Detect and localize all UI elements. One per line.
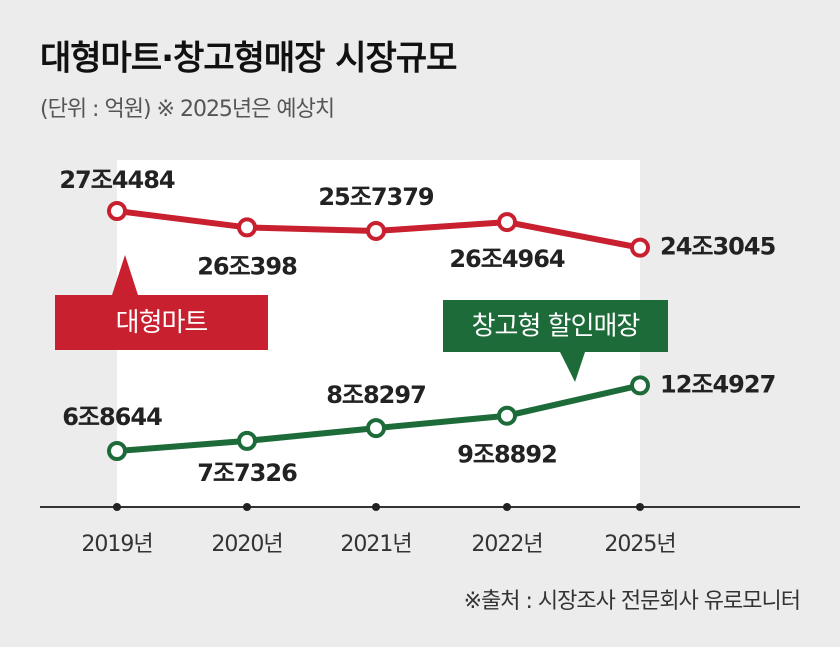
x-tick-label: 2020년 — [211, 532, 282, 557]
marker — [237, 430, 257, 451]
data-label: 8조8297 — [326, 381, 426, 409]
legend-pointer — [112, 255, 138, 295]
legend-label: 대형마트 — [116, 308, 208, 338]
marker — [366, 220, 386, 241]
x-tick — [113, 503, 121, 511]
source-note: ※출처 : 시장조사 전문회사 유로모니터 — [464, 589, 800, 614]
x-tick-label: 2021년 — [340, 532, 411, 557]
chart-title: 대형마트·창고형매장 시장규모 — [40, 39, 457, 79]
x-tick — [372, 503, 380, 511]
marker — [630, 237, 650, 258]
data-label: 26조398 — [197, 252, 297, 280]
data-label: 26조4964 — [449, 245, 565, 273]
legend-box — [55, 295, 268, 350]
x-tick-label: 2022년 — [471, 532, 542, 557]
marker — [107, 201, 127, 221]
marker — [366, 418, 386, 439]
chart-subtitle: (단위 : 억원) ※ 2025년은 예상치 — [40, 97, 334, 122]
data-label: 25조7379 — [318, 183, 434, 211]
x-tick-label: 2019년 — [81, 532, 152, 557]
marker — [630, 375, 650, 396]
marker — [107, 441, 127, 461]
data-label: 24조3045 — [660, 233, 776, 261]
data-label: 12조4927 — [660, 370, 775, 398]
data-label: 27조4484 — [59, 166, 175, 194]
data-label: 9조8892 — [457, 441, 557, 469]
x-tick-label: 2025년 — [604, 532, 675, 557]
marker — [497, 212, 517, 233]
data-label: 6조8644 — [62, 403, 162, 431]
marker — [237, 217, 257, 238]
x-tick — [636, 503, 644, 511]
legend-label: 창고형 할인매장 — [472, 312, 640, 342]
legend-box — [443, 300, 668, 352]
x-tick — [503, 503, 511, 511]
legend-pointer — [560, 352, 585, 382]
data-label: 7조7326 — [197, 459, 297, 487]
marker — [497, 405, 517, 426]
x-tick — [243, 503, 251, 511]
